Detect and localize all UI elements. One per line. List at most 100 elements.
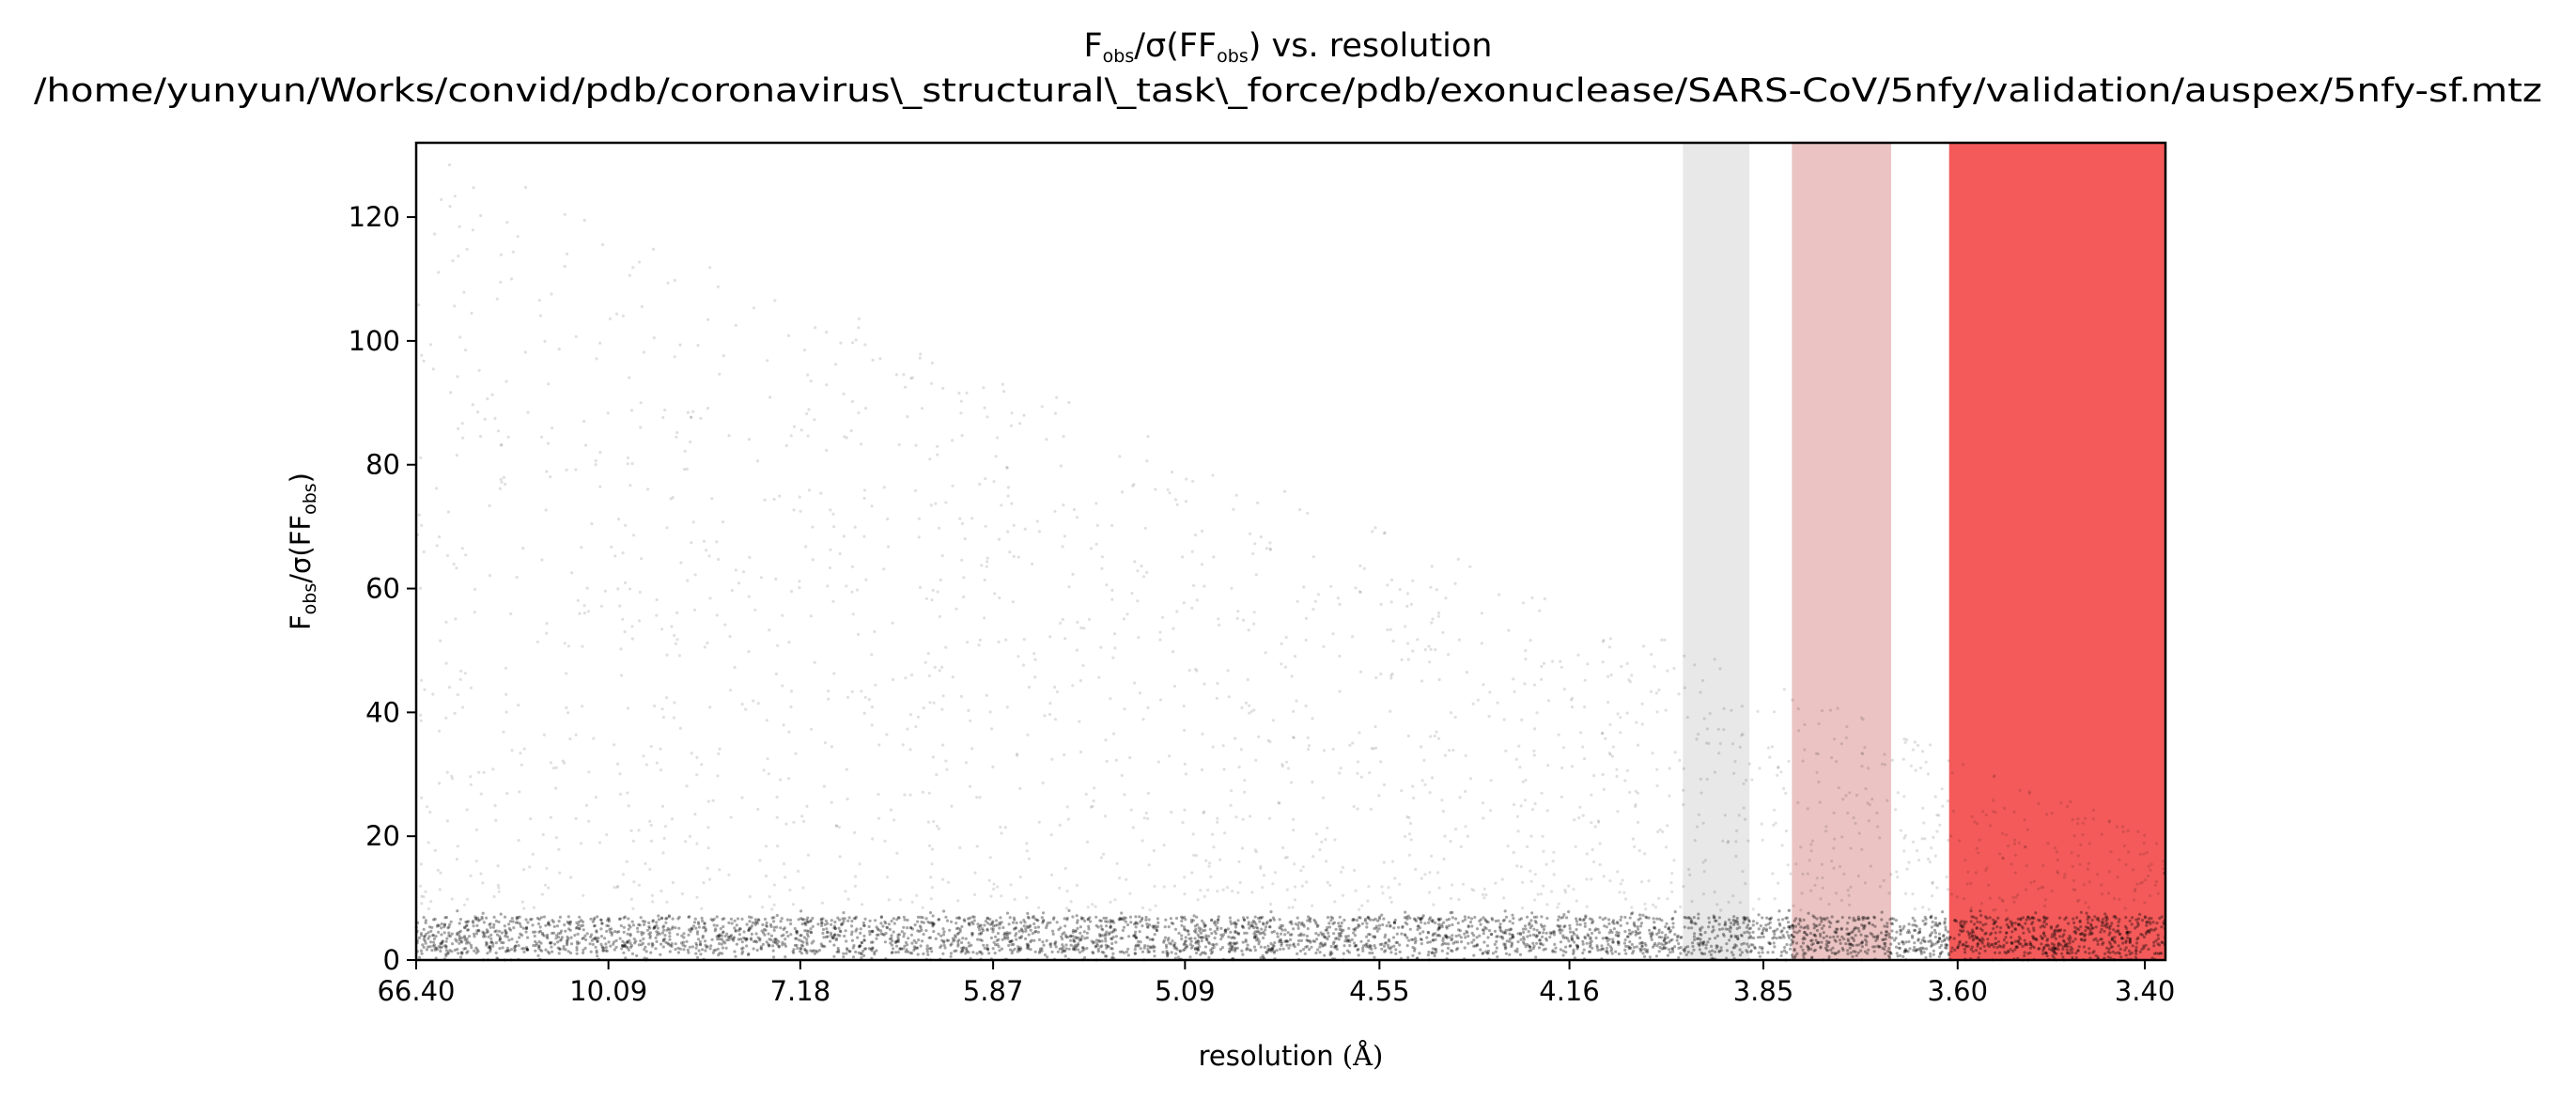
data-point bbox=[1846, 811, 1850, 815]
data-point bbox=[990, 921, 994, 924]
data-point bbox=[799, 934, 802, 937]
data-point bbox=[1916, 938, 1920, 942]
data-point bbox=[741, 950, 745, 953]
data-point bbox=[1073, 946, 1078, 951]
data-point bbox=[941, 952, 945, 955]
data-point bbox=[1124, 916, 1127, 920]
data-point bbox=[908, 793, 912, 797]
data-point bbox=[860, 940, 863, 945]
data-point bbox=[1486, 949, 1491, 953]
data-point bbox=[1203, 894, 1206, 899]
data-point bbox=[618, 772, 622, 776]
data-point bbox=[577, 920, 582, 924]
data-point bbox=[1695, 937, 1699, 941]
data-point bbox=[528, 865, 532, 869]
data-point bbox=[1760, 822, 1763, 826]
data-point bbox=[525, 946, 529, 950]
data-point bbox=[787, 730, 791, 734]
data-point bbox=[1749, 949, 1753, 953]
data-point bbox=[1686, 926, 1691, 930]
data-point bbox=[2065, 948, 2069, 952]
data-point bbox=[1405, 944, 1409, 948]
data-point bbox=[1788, 925, 1792, 929]
data-point bbox=[1097, 933, 1102, 937]
data-point bbox=[1686, 950, 1690, 954]
data-point bbox=[740, 947, 744, 951]
data-point bbox=[1602, 787, 1606, 792]
data-point bbox=[1373, 943, 1376, 948]
data-point bbox=[723, 934, 727, 938]
data-point bbox=[1432, 903, 1435, 906]
data-point bbox=[860, 689, 863, 693]
data-point bbox=[2011, 895, 2015, 900]
data-point bbox=[2144, 943, 2148, 947]
data-point bbox=[1743, 918, 1746, 922]
data-point bbox=[505, 946, 510, 950]
data-point bbox=[464, 553, 468, 557]
data-point bbox=[932, 701, 936, 705]
data-point bbox=[1374, 746, 1378, 751]
data-point bbox=[1053, 718, 1058, 721]
data-point bbox=[1799, 945, 1803, 949]
data-point bbox=[2113, 940, 2117, 944]
data-point bbox=[842, 911, 846, 915]
data-point bbox=[809, 380, 813, 383]
data-point bbox=[2005, 922, 2010, 927]
data-point bbox=[879, 915, 884, 919]
data-point bbox=[458, 934, 461, 937]
data-point bbox=[1849, 942, 1853, 946]
data-point bbox=[1567, 939, 1571, 943]
data-point bbox=[1123, 951, 1126, 954]
data-point bbox=[545, 622, 549, 626]
data-point bbox=[1166, 938, 1170, 942]
data-point bbox=[989, 894, 993, 898]
data-point bbox=[1166, 952, 1170, 955]
data-point bbox=[2078, 919, 2082, 922]
data-point bbox=[2110, 937, 2114, 941]
data-point bbox=[1187, 669, 1191, 673]
data-point bbox=[2060, 952, 2064, 955]
data-point bbox=[1052, 916, 1056, 920]
data-point bbox=[1297, 934, 1301, 937]
data-point bbox=[985, 916, 989, 920]
data-point bbox=[696, 937, 701, 941]
data-point bbox=[1833, 930, 1837, 934]
data-point bbox=[1810, 839, 1815, 843]
data-point bbox=[1561, 934, 1565, 937]
data-point bbox=[1202, 922, 1205, 925]
data-point bbox=[964, 946, 969, 951]
data-point bbox=[975, 796, 979, 799]
data-point bbox=[1405, 604, 1409, 609]
data-point bbox=[1676, 934, 1680, 937]
data-point bbox=[1092, 952, 1095, 955]
data-point bbox=[2001, 857, 2005, 860]
data-point bbox=[660, 804, 665, 809]
data-point bbox=[1692, 916, 1696, 920]
data-point bbox=[1603, 924, 1606, 928]
data-point bbox=[1528, 944, 1531, 948]
data-point bbox=[805, 942, 809, 946]
data-point bbox=[1994, 907, 1997, 912]
data-point bbox=[1236, 919, 1240, 922]
data-point bbox=[2062, 939, 2066, 944]
data-point bbox=[1937, 922, 1942, 925]
data-point bbox=[772, 940, 776, 944]
data-point bbox=[836, 916, 840, 920]
data-point bbox=[896, 939, 901, 944]
data-point bbox=[1095, 943, 1100, 948]
chart-title-path: /home/yunyun/Works/convid/pdb/coronaviru… bbox=[34, 72, 2542, 110]
data-point bbox=[1975, 937, 1979, 940]
data-point bbox=[742, 937, 746, 940]
data-point bbox=[1747, 762, 1751, 766]
data-point bbox=[1838, 938, 1842, 942]
data-point bbox=[1802, 956, 1806, 960]
data-point bbox=[808, 920, 813, 923]
data-point bbox=[792, 951, 796, 954]
data-point bbox=[2089, 924, 2093, 928]
data-point bbox=[2045, 916, 2049, 921]
data-point bbox=[1040, 916, 1044, 920]
data-point bbox=[704, 949, 707, 953]
data-point bbox=[663, 825, 668, 829]
data-point bbox=[566, 915, 570, 919]
data-point bbox=[1036, 919, 1040, 922]
